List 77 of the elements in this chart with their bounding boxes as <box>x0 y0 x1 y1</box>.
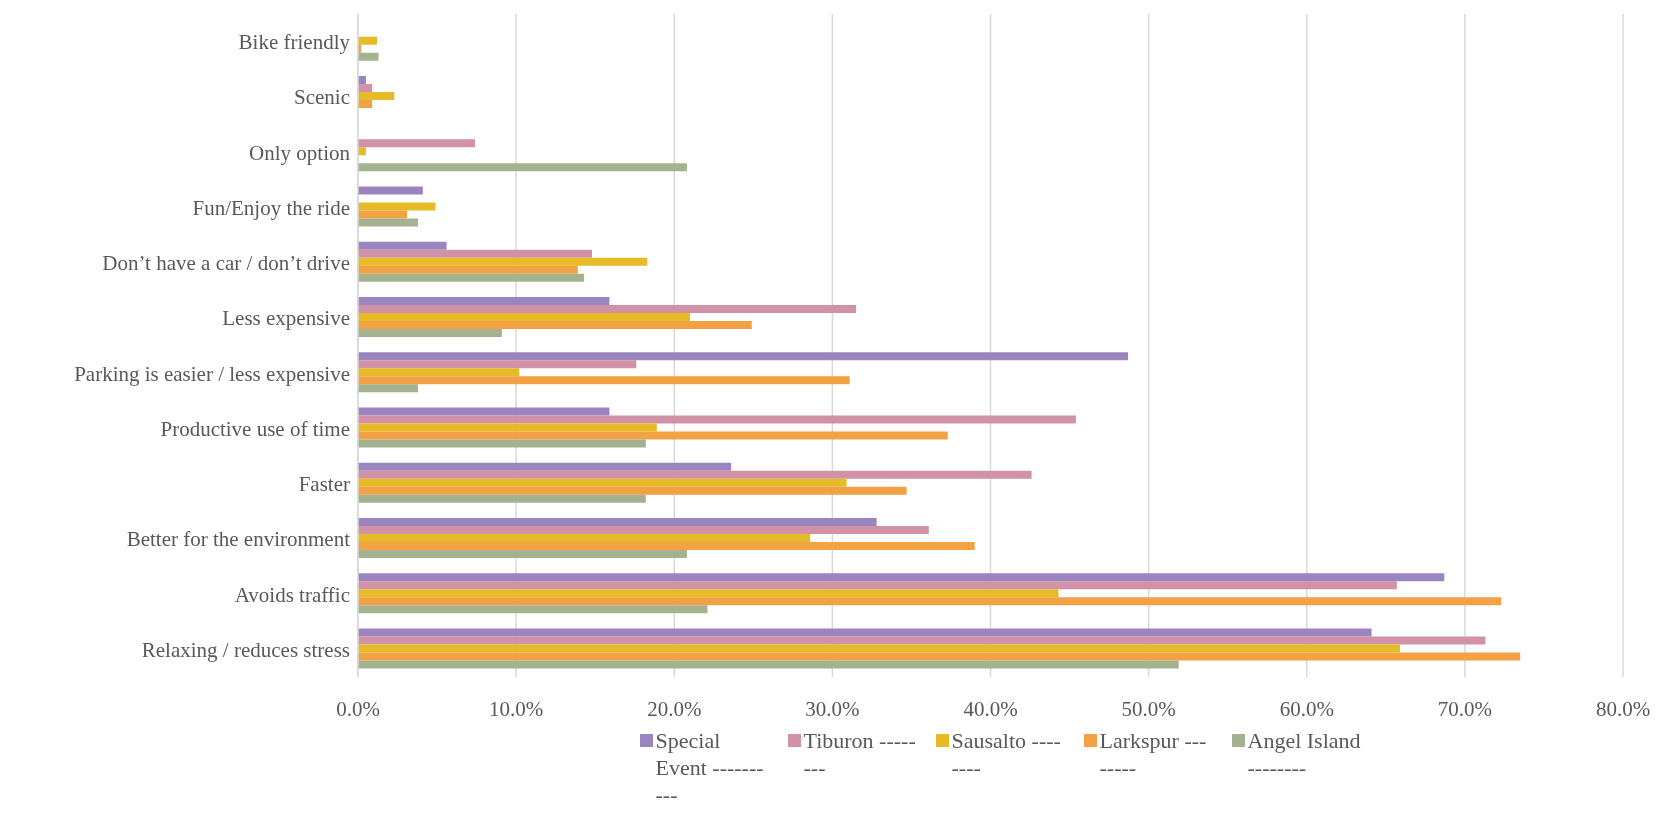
y-tick-label: Parking is easier / less expensive <box>74 361 350 386</box>
bar <box>358 360 637 369</box>
bar <box>358 423 657 432</box>
bar <box>358 52 379 61</box>
bar <box>358 384 419 393</box>
y-tick-label: Productive use of time <box>160 416 350 441</box>
bar <box>358 660 1179 669</box>
bar <box>358 470 1032 479</box>
bar <box>358 549 687 558</box>
bar <box>358 605 708 614</box>
bar <box>358 494 646 503</box>
bar <box>358 296 610 305</box>
bar <box>358 525 929 534</box>
bar <box>358 415 1076 424</box>
bar <box>358 91 395 100</box>
legend-label: Larkspur -------- <box>1099 727 1208 781</box>
x-tick-label: 10.0% <box>489 696 544 721</box>
bar <box>358 376 850 385</box>
bar <box>358 186 423 195</box>
bar <box>358 273 585 282</box>
bar <box>358 249 593 258</box>
bar <box>358 202 436 211</box>
bar <box>358 636 1486 645</box>
y-tick-label: Less expensive <box>222 306 350 331</box>
bar <box>358 320 752 329</box>
bar <box>358 652 1521 661</box>
bar <box>358 83 373 92</box>
bar <box>358 439 646 448</box>
bar <box>358 257 648 266</box>
bar <box>358 312 691 321</box>
legend-label: Angel Island -------- <box>1247 727 1362 781</box>
y-tick-label: Avoids traffic <box>234 582 350 607</box>
bar <box>358 431 948 440</box>
bar <box>358 304 857 313</box>
y-tick-label: Fun/Enjoy the ride <box>192 195 350 220</box>
x-tick-label: 60.0% <box>1279 696 1334 721</box>
x-tick-label: 20.0% <box>647 696 702 721</box>
legend-label: Sausalto -------- <box>951 727 1062 781</box>
bar <box>358 328 502 337</box>
bar <box>358 478 847 487</box>
x-tick-label: 0.0% <box>336 696 380 721</box>
y-tick-label: Only option <box>249 140 351 165</box>
bar <box>358 218 419 227</box>
y-tick-label: Don’t have a car / don’t drive <box>102 251 350 276</box>
x-tick-label: 50.0% <box>1121 696 1176 721</box>
x-tick-label: 30.0% <box>805 696 860 721</box>
bar <box>358 36 377 45</box>
bar <box>358 163 687 172</box>
x-tick-label: 40.0% <box>963 696 1018 721</box>
bar <box>358 407 610 416</box>
bar <box>358 573 1445 582</box>
y-tick-label: Scenic <box>294 85 350 110</box>
bar <box>358 644 1401 653</box>
bar <box>358 99 373 108</box>
bar <box>358 210 408 219</box>
y-tick-label: Relaxing / reduces stress <box>141 637 350 662</box>
bar <box>358 368 520 377</box>
y-tick-label: Bike friendly <box>238 30 351 55</box>
bar <box>358 265 578 274</box>
bar <box>358 241 447 250</box>
legend-label: Tiburon -------- <box>803 727 917 781</box>
legend-label: Special Event ---------- <box>655 727 765 808</box>
bar <box>358 541 975 550</box>
y-tick-label: Faster <box>298 472 350 497</box>
x-tick-label: 70.0% <box>1437 696 1492 721</box>
bar <box>358 628 1372 637</box>
x-tick-label: 80.0% <box>1595 696 1651 721</box>
bar <box>358 352 1129 361</box>
bar <box>358 581 1397 590</box>
bar <box>358 517 877 526</box>
bar <box>358 462 732 471</box>
y-tick-label: Better for the environment <box>126 527 351 552</box>
bar <box>358 597 1502 606</box>
bar <box>358 486 907 495</box>
bar <box>358 139 476 148</box>
bar <box>358 589 1059 598</box>
bar <box>358 533 811 542</box>
